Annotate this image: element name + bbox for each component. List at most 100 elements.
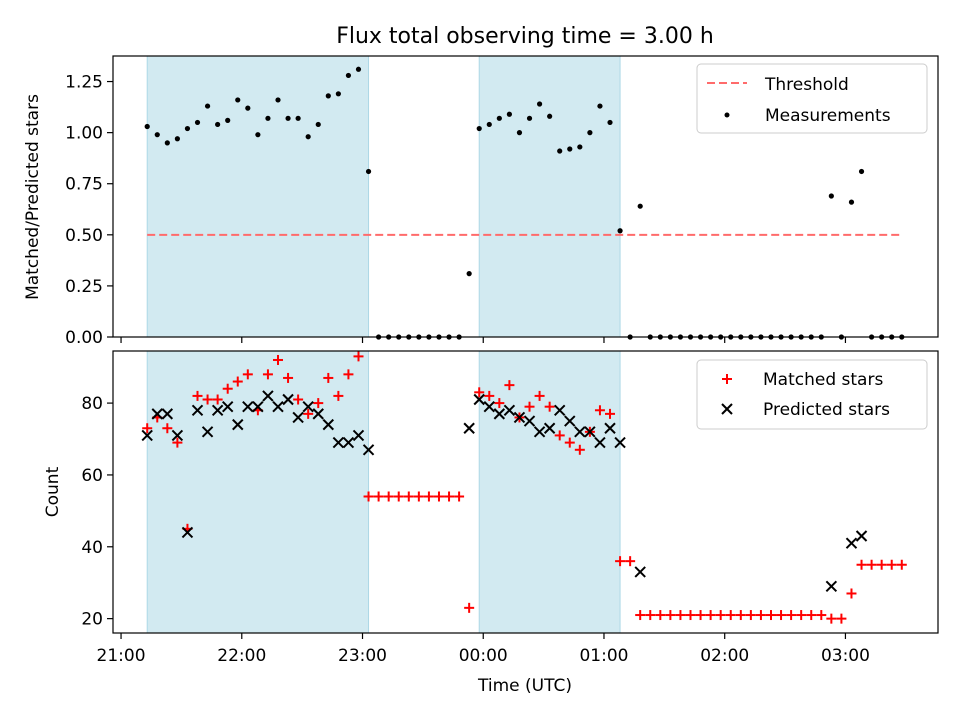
y-tick-label: 80: [81, 394, 103, 414]
measurement-point: [496, 115, 502, 121]
predicted-star-point: [181, 526, 194, 539]
predicted-star-point: [322, 418, 335, 431]
measurement-point: [164, 140, 170, 146]
matched-star-point: [162, 423, 173, 434]
legend-matched-label: Matched stars: [763, 370, 883, 390]
measurement-point: [174, 136, 180, 142]
y-tick-label: 20: [81, 610, 103, 630]
matched-star-point: [675, 610, 686, 621]
measurement-point: [355, 66, 362, 72]
x-axis-ticks: [120, 337, 847, 343]
matched-star-point: [363, 491, 374, 502]
y-tick-label: 40: [81, 538, 103, 558]
predicted-star-point: [191, 404, 204, 416]
matched-star-point: [645, 610, 656, 621]
predicted-star-point: [302, 400, 314, 413]
matched-star-point: [534, 390, 545, 401]
matched-star-point: [303, 408, 314, 419]
matched-star-point: [484, 390, 495, 401]
x-tick-label: 02:00: [700, 646, 749, 666]
matched-star-point: [806, 610, 817, 621]
predicted-star-point: [493, 408, 506, 420]
measurement-point: [265, 115, 271, 121]
matched-star-point: [423, 491, 434, 502]
matched-star-point: [172, 437, 183, 448]
matched-star-point: [212, 394, 223, 405]
panel-ratio: 0.00 0.25 0.50 0.75 1.00 1.25 Matched/Predict…: [23, 55, 939, 348]
predicted-star-point: [272, 400, 284, 413]
matched-star-point: [373, 491, 384, 502]
shaded-intervals: [146, 55, 621, 338]
measurement-point: [607, 119, 613, 126]
predicted-stars-series: [141, 390, 868, 593]
x-axis-label: Time (UTC): [477, 676, 572, 696]
matched-star-point: [262, 369, 273, 380]
predicted-star-point: [523, 415, 536, 427]
legend-measurements-swatch: [724, 112, 730, 118]
legend-box: [696, 359, 928, 430]
measurement-point: [345, 72, 352, 79]
legend-threshold-label: Threshold: [764, 75, 849, 95]
matched-star-point: [464, 602, 475, 613]
matched-star-point: [665, 610, 676, 621]
measurement-point: [305, 134, 311, 140]
matched-star-point: [896, 559, 907, 570]
predicted-star-point: [342, 436, 355, 449]
legend-matched-swatch: [722, 374, 732, 384]
matched-star-point: [454, 491, 465, 502]
x-axis-ticks: 21:00 22:00 23:00 00:00 01:00 02:00 03:00: [97, 633, 870, 666]
matched-star-point: [735, 610, 746, 621]
predicted-star-point: [201, 426, 214, 438]
predicted-star-point: [825, 580, 838, 593]
measurement-point: [466, 271, 472, 277]
matched-star-point: [574, 444, 585, 455]
matched-star-point: [826, 613, 837, 624]
shaded-interval: [478, 350, 621, 634]
predicted-star-point: [614, 436, 626, 449]
measurement-point: [547, 113, 553, 119]
x-tick-label: 03:00: [821, 646, 870, 666]
predicted-star-point: [543, 422, 556, 434]
measurement-point: [516, 130, 523, 136]
measurement-point: [506, 111, 513, 117]
predicted-star-point: [221, 400, 234, 413]
y-tick-label: 60: [81, 466, 103, 486]
x-tick-label: 22:00: [217, 646, 266, 666]
predicted-star-point: [171, 429, 184, 442]
legend: Matched stars Predicted stars: [696, 359, 928, 430]
y-axis-ticks: 20 40 60 80: [81, 394, 113, 630]
matched-star-point: [494, 398, 505, 409]
matched-star-point: [786, 610, 797, 621]
matched-star-point: [705, 610, 716, 621]
matched-star-point: [222, 383, 233, 394]
matched-star-point: [615, 556, 626, 567]
x-tick-label: 00:00: [459, 646, 508, 666]
predicted-star-point: [262, 390, 274, 402]
predicted-star-point: [554, 404, 566, 416]
matched-star-point: [273, 354, 283, 365]
predicted-star-point: [242, 400, 254, 413]
matched-star-point: [524, 401, 535, 412]
figure-title: Flux total observing time = 3.00 h: [336, 24, 714, 49]
matched-star-point: [192, 390, 203, 401]
predicted-star-point: [604, 422, 616, 434]
predicted-star-point: [503, 404, 516, 416]
predicted-star-point: [533, 426, 546, 438]
matched-star-point: [504, 380, 515, 391]
matched-star-point: [715, 610, 726, 621]
measurement-point: [557, 148, 563, 154]
predicted-star-point: [252, 400, 264, 413]
shaded-intervals: [146, 350, 621, 634]
matched-star-point: [594, 405, 605, 416]
measurement-point: [315, 121, 321, 128]
matched-star-point: [202, 394, 213, 405]
x-tick-label: 23:00: [338, 646, 387, 666]
matched-star-point: [393, 491, 404, 502]
measurement-point: [486, 121, 492, 128]
measurement-point: [245, 105, 251, 111]
matched-star-point: [142, 423, 153, 434]
axes-frame: [112, 350, 939, 634]
predicted-star-point: [574, 426, 586, 438]
matched-star-point: [725, 610, 736, 621]
